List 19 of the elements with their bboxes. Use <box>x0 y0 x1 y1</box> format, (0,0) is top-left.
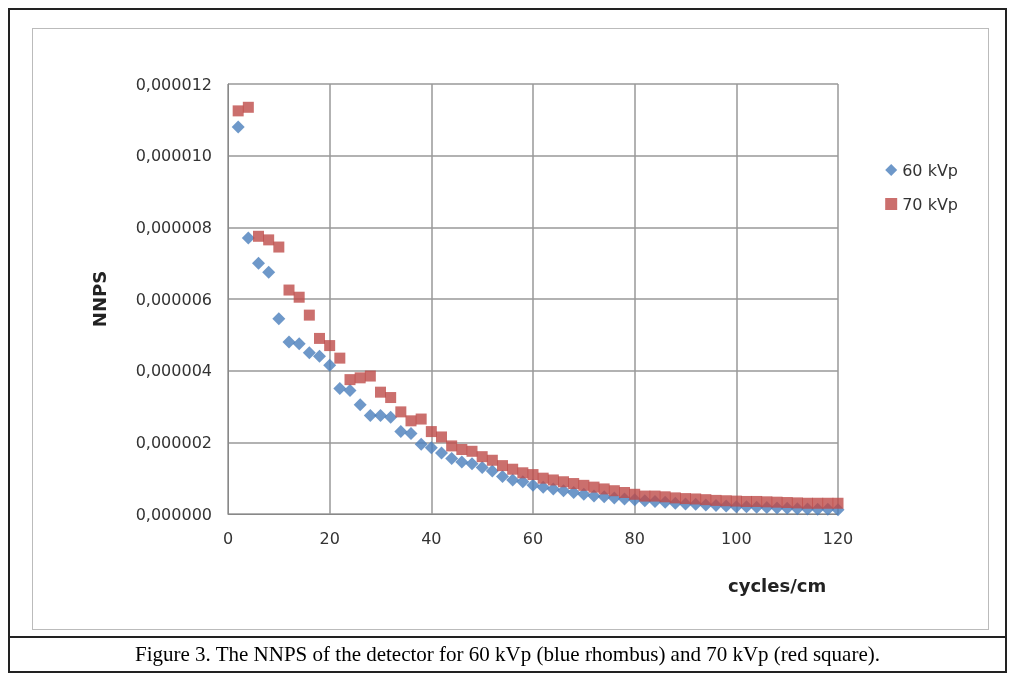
x-tick-label: 40 <box>421 528 442 548</box>
y-tick-label: 0,000010 <box>135 146 212 166</box>
x-tick-label: 60 <box>522 528 544 548</box>
x-tick-label: 20 <box>319 528 340 548</box>
legend-label: 70 kVp <box>902 194 958 214</box>
x-axis-title: cycles/cm <box>728 574 827 596</box>
y-tick-label: 0,000004 <box>135 361 212 381</box>
x-tick-label: 100 <box>721 528 752 548</box>
y-axis-title: NNPS <box>88 270 110 328</box>
y-tick-label: 0,000008 <box>135 217 212 237</box>
legend-label: 60 kVp <box>902 160 958 180</box>
y-tick-label: 0,000000 <box>135 504 212 524</box>
x-tick-label: 120 <box>822 528 854 548</box>
y-tick-label: 0,000006 <box>135 289 212 309</box>
y-tick-label: 0,000012 <box>135 74 212 94</box>
y-tick-label: 0,000002 <box>135 432 212 452</box>
x-tick-label: 0 <box>222 528 234 548</box>
x-tick-label: 80 <box>624 528 645 548</box>
caption: Figure 3. The NNPS of the detector for 60 kVp (blue rhombus) and 70 kVp (red square). <box>10 636 1005 671</box>
